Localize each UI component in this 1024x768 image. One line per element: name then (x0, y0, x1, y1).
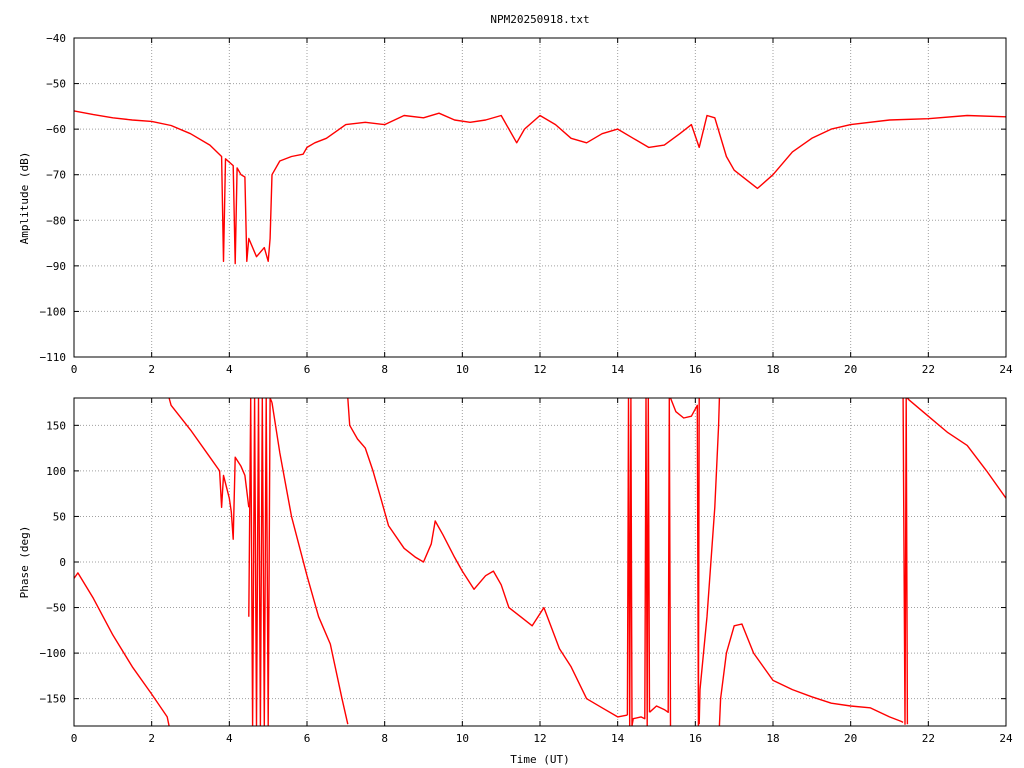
x-tick-label: 6 (304, 732, 311, 745)
x-tick-label: 12 (533, 732, 546, 745)
y-tick-label: 150 (46, 419, 66, 432)
top-y-axis-label: Amplitude (dB) (18, 152, 31, 245)
x-tick-label: 2 (148, 732, 155, 745)
series-line (168, 398, 250, 540)
x-tick-label: 20 (844, 363, 857, 376)
bottom-x-axis-label: Time (UT) (510, 753, 570, 766)
x-tick-label: 22 (922, 732, 935, 745)
y-tick-label: 50 (53, 510, 66, 523)
x-tick-label: 10 (456, 732, 469, 745)
x-tick-label: 16 (689, 363, 702, 376)
phase-plot: 0 2 4 6 8 10 12 14 16 18 20 22 24150100500−50−100−15… (40, 397, 1013, 745)
series-line (902, 398, 909, 725)
series-line (669, 398, 700, 726)
x-tick-label: 2 (148, 363, 155, 376)
x-tick-label: 10 (456, 363, 469, 376)
y-tick-label: −40 (46, 32, 66, 45)
x-tick-label: 0 (71, 363, 78, 376)
x-tick-label: 14 (611, 363, 625, 376)
x-tick-label: 24 (999, 732, 1013, 745)
y-tick-label: −50 (46, 602, 66, 615)
y-tick-label: 100 (46, 465, 66, 478)
series-line (74, 572, 170, 726)
y-tick-label: −150 (40, 693, 67, 706)
amplitude-plot: 0 2 4 6 8 10 12 14 16 18 20 22 24−40−50−60−70−80−90−… (40, 32, 1013, 376)
y-tick-label: −50 (46, 78, 66, 91)
series-line (718, 623, 904, 726)
x-tick-label: 18 (766, 732, 779, 745)
y-tick-label: 0 (59, 556, 66, 569)
x-tick-label: 14 (611, 732, 625, 745)
y-tick-label: −70 (46, 169, 66, 182)
x-tick-label: 4 (226, 363, 233, 376)
x-tick-label: 6 (304, 363, 311, 376)
x-tick-label: 22 (922, 363, 935, 376)
chart-title: NPM20250918.txt (490, 13, 589, 26)
bottom-y-axis-label: Phase (deg) (18, 526, 31, 599)
y-tick-label: −100 (40, 305, 67, 318)
series-line (698, 398, 721, 725)
y-tick-label: −90 (46, 260, 66, 273)
x-tick-label: 4 (226, 732, 233, 745)
series-line (74, 110, 1006, 265)
x-tick-label: 18 (766, 363, 779, 376)
series-line (347, 398, 628, 718)
series-line (649, 398, 672, 726)
x-tick-label: 16 (689, 732, 702, 745)
series-group (74, 398, 1006, 726)
y-tick-label: −80 (46, 214, 66, 227)
series-line (906, 398, 1006, 499)
x-tick-label: 12 (533, 363, 546, 376)
x-tick-label: 8 (381, 732, 388, 745)
series-group (74, 110, 1006, 265)
x-tick-label: 20 (844, 732, 857, 745)
x-tick-label: 0 (71, 732, 78, 745)
series-line (626, 398, 651, 726)
y-tick-label: −60 (46, 123, 66, 136)
x-tick-label: 8 (381, 363, 388, 376)
y-tick-label: −100 (40, 647, 67, 660)
x-tick-label: 24 (999, 363, 1013, 376)
series-line (271, 402, 349, 725)
y-tick-label: −110 (40, 351, 67, 364)
